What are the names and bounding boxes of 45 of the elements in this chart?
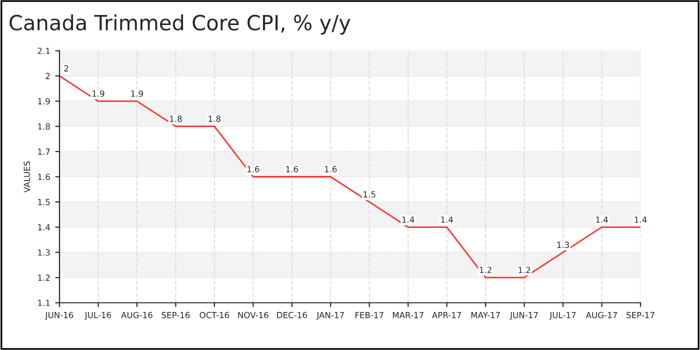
y-tick-label: 1.4 <box>38 224 50 230</box>
x-tick-label: JUL-17 <box>549 312 576 320</box>
data-label: 2 <box>64 65 68 72</box>
data-label: 1.6 <box>247 166 260 172</box>
data-label: 1.6 <box>286 166 298 172</box>
x-tick-label: SEP-16 <box>162 312 190 318</box>
data-label: 1.6 <box>324 166 337 172</box>
data-label: 1.8 <box>208 116 220 122</box>
data-label: 1.4 <box>596 216 608 223</box>
y-axis-title: VALUES <box>24 161 30 193</box>
data-label: 1.9 <box>131 90 144 97</box>
x-tick-label: MAR-17 <box>392 312 424 318</box>
x-tick-label: JAN-17 <box>316 312 344 320</box>
x-tick-label: SEP-17 <box>626 312 654 318</box>
data-label: 1.2 <box>480 266 492 274</box>
x-tick-label: AUG-17 <box>586 312 617 318</box>
y-tick-label: 1.2 <box>38 274 50 281</box>
chart-title: Canada Trimmed Core CPI, % y/y <box>10 14 350 35</box>
x-tick-label: DEC-16 <box>277 312 307 318</box>
y-tick-label: 2.1 <box>38 48 50 54</box>
y-tick-label: 1.3 <box>38 249 50 256</box>
x-tick-label: AUG-16 <box>121 312 152 318</box>
x-tick-label: FEB-17 <box>355 312 384 318</box>
data-label: 1.4 <box>634 216 647 223</box>
x-tick-label: NOV-16 <box>238 312 268 318</box>
y-tick-label: 2 <box>46 72 50 80</box>
y-tick-label: 1.8 <box>38 123 50 130</box>
x-tick-label: MAY-17 <box>471 312 500 318</box>
y-tick-label: 1.1 <box>38 300 50 306</box>
x-tick-label: OCT-16 <box>200 312 230 318</box>
data-label: 1.3 <box>557 242 569 248</box>
y-tick-label: 1.7 <box>38 148 50 155</box>
data-label: 1.4 <box>402 216 414 223</box>
data-label: 1.2 <box>518 266 530 274</box>
data-label: 1.8 <box>170 116 182 122</box>
data-label: 1.4 <box>441 216 453 223</box>
x-tick-label: APR-17 <box>432 312 462 318</box>
x-tick-label: JUN-16 <box>44 312 74 320</box>
x-tick-label: JUN-17 <box>510 312 538 320</box>
x-tick-label: JUL-16 <box>84 312 112 320</box>
data-label: 1.9 <box>92 90 104 97</box>
data-label: 1.5 <box>364 191 376 198</box>
y-tick-label: 1.6 <box>38 174 50 180</box>
y-tick-label: 1.5 <box>38 199 50 206</box>
y-tick-label: 1.9 <box>38 98 50 104</box>
